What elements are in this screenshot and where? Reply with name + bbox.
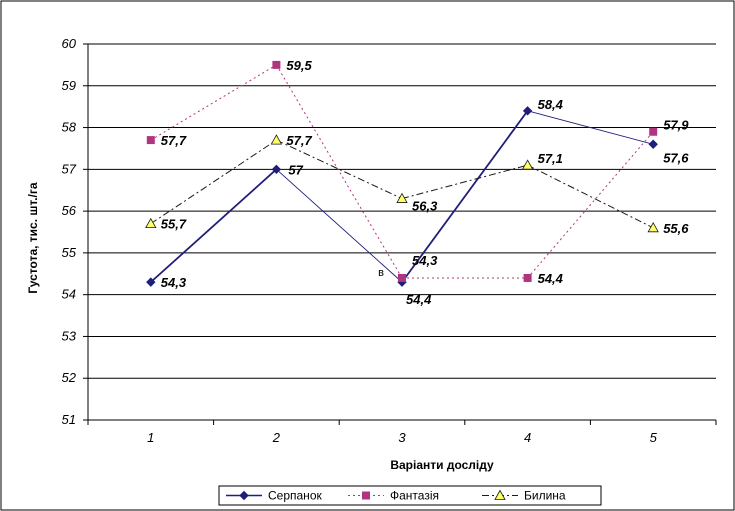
x-tick-label: 1 — [147, 430, 154, 445]
y-tick-label: 52 — [62, 370, 77, 385]
data-label: 54,4 — [406, 292, 432, 307]
y-tick-label: 57 — [62, 161, 77, 176]
y-axis-title: Густота, тис. шт./га — [26, 182, 40, 293]
data-point-triangle — [396, 192, 408, 203]
legend-label: Фантазія — [390, 489, 439, 503]
y-tick-label: 56 — [62, 203, 77, 218]
legend-item: Фантазія — [348, 489, 439, 503]
data-label: 57,7 — [286, 133, 312, 148]
legend-label: Билина — [524, 489, 566, 503]
series-line-segment — [527, 164, 654, 229]
data-label: 57,7 — [161, 133, 187, 148]
data-point-square — [649, 127, 658, 136]
data-point-square — [146, 136, 155, 145]
x-axis-title: Варіанти досліду — [390, 458, 494, 472]
series-line-segment — [276, 168, 403, 283]
series-line-segment — [527, 131, 654, 279]
series-3 — [145, 134, 659, 233]
data-label: 58,4 — [538, 97, 564, 112]
legend-label: Серпанок — [268, 489, 322, 503]
series-line-segment — [401, 164, 528, 200]
data-label: 59,5 — [286, 58, 312, 73]
data-point-diamond — [239, 490, 249, 501]
data-point-diamond — [522, 106, 533, 116]
data-label: 57,6 — [663, 150, 689, 165]
series-line-segment — [150, 168, 278, 283]
data-point-triangle — [521, 159, 534, 170]
series-line-segment — [150, 64, 277, 141]
y-tick-label: 51 — [62, 412, 76, 427]
series-line-segment — [527, 110, 654, 145]
data-label: 54,3 — [161, 275, 187, 290]
y-tick-label: 53 — [62, 328, 77, 343]
series-line-segment — [275, 64, 403, 279]
data-label: 54,3 — [412, 253, 438, 268]
y-tick-label: 58 — [62, 120, 77, 135]
data-point-diamond — [271, 164, 282, 175]
data-point-square — [523, 273, 532, 282]
data-point-triangle — [494, 489, 506, 500]
data-point-diamond — [648, 139, 658, 149]
data-point-diamond — [146, 277, 156, 287]
x-tick-label: 4 — [524, 430, 531, 445]
data-label: 55,6 — [663, 221, 689, 236]
chart-annotation: в — [378, 267, 384, 279]
data-label: 56,3 — [412, 199, 438, 214]
axes: 51 52 53 54 55 56 57 58 59 60 1 2 3 4 5 — [62, 36, 717, 445]
data-point-triangle — [145, 217, 157, 229]
legend-item: Серпанок — [226, 489, 322, 503]
data-labels: 54,3 57 54,4 58,4 57,6 57,7 59,5 54,3 54,4 57,9 55… — [161, 58, 689, 307]
legend-item: Билина — [482, 489, 566, 503]
y-tick-label: 55 — [62, 245, 77, 260]
series-2 — [146, 60, 658, 282]
series-group — [145, 60, 659, 287]
data-label: 57,9 — [663, 118, 689, 133]
series-line-segment — [150, 139, 277, 225]
y-tick-label: 54 — [62, 287, 76, 302]
series-1 — [146, 106, 658, 287]
data-point-triangle — [647, 221, 659, 233]
x-tick-label: 2 — [272, 430, 281, 445]
y-tick-label: 60 — [62, 36, 77, 51]
data-point-triangle — [270, 134, 283, 145]
data-label: 54,4 — [538, 271, 564, 286]
data-label: 57,1 — [538, 151, 563, 166]
x-tick-label: 5 — [650, 430, 658, 445]
data-point-square — [272, 60, 281, 69]
series-line-segment — [401, 110, 529, 283]
data-point-square — [398, 273, 406, 282]
x-tick-label: 3 — [398, 430, 406, 445]
gridlines — [88, 43, 716, 421]
legend: Серпанок Фантазія Билина — [218, 485, 602, 506]
y-tick-label: 59 — [62, 78, 76, 93]
data-label: 57 — [288, 162, 303, 177]
series-line-segment — [276, 139, 403, 200]
data-point-square — [362, 491, 370, 500]
data-label: 55,7 — [161, 217, 187, 232]
legend-box — [218, 485, 602, 506]
